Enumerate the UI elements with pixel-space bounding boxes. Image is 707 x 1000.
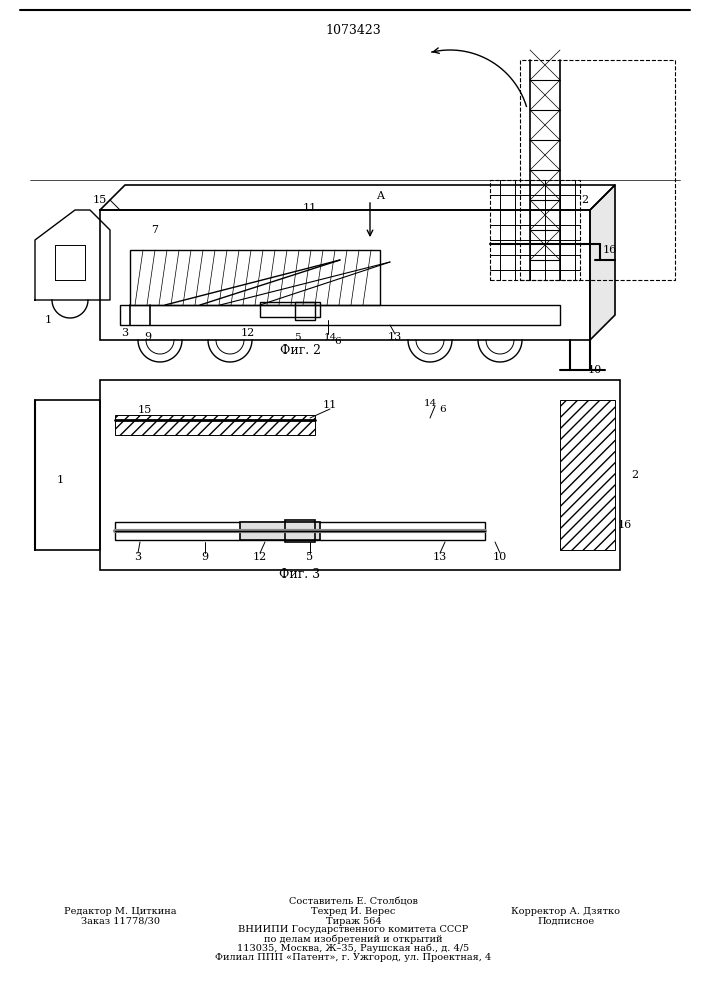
Text: 1: 1: [45, 315, 52, 325]
Bar: [115, 522, 485, 540]
Text: 10: 10: [493, 552, 507, 562]
Text: 1073423: 1073423: [325, 23, 381, 36]
Text: 9: 9: [144, 332, 151, 342]
Text: по делам изобретений и открытий: по делам изобретений и открытий: [264, 934, 443, 944]
Text: 16: 16: [603, 245, 617, 255]
Text: 1: 1: [57, 475, 64, 485]
Text: 3: 3: [122, 328, 129, 338]
Text: Тираж 564: Тираж 564: [326, 916, 381, 926]
Text: 15: 15: [138, 405, 152, 415]
Text: 11: 11: [323, 400, 337, 410]
Text: Филиал ППП «Патент», г. Ужгород, ул. Проектная, 4: Филиал ППП «Патент», г. Ужгород, ул. Про…: [216, 952, 491, 962]
Polygon shape: [35, 400, 100, 550]
Text: 13: 13: [433, 552, 447, 562]
Text: Редактор М. Циткина: Редактор М. Циткина: [64, 908, 177, 916]
Text: 113035, Москва, Ж–35, Раушская наб., д. 4/5: 113035, Москва, Ж–35, Раушская наб., д. …: [238, 943, 469, 953]
Polygon shape: [590, 185, 615, 340]
Bar: [295, 302, 315, 320]
Text: Корректор А. Дзятко: Корректор А. Дзятко: [511, 908, 620, 916]
Text: 9: 9: [201, 552, 209, 562]
Text: 11: 11: [303, 203, 317, 213]
Text: Подписное: Подписное: [537, 916, 594, 926]
Bar: [490, 180, 580, 280]
Polygon shape: [35, 210, 110, 300]
Text: 16: 16: [618, 520, 632, 530]
Text: Составитель Е. Столбцов: Составитель Е. Столбцов: [289, 898, 418, 906]
Text: ВНИИПИ Государственного комитета СССР: ВНИИПИ Государственного комитета СССР: [238, 926, 469, 934]
Polygon shape: [100, 185, 615, 210]
Text: 6: 6: [440, 404, 446, 414]
Text: 13: 13: [388, 332, 402, 342]
Text: 10: 10: [588, 365, 602, 375]
Text: 6: 6: [334, 336, 341, 346]
Bar: [520, 60, 675, 280]
Text: Заказ 11778/30: Заказ 11778/30: [81, 916, 160, 926]
Text: A: A: [376, 191, 384, 201]
Bar: [100, 380, 620, 570]
Bar: [285, 520, 315, 542]
Bar: [115, 415, 315, 435]
Text: 15: 15: [93, 195, 107, 205]
Bar: [100, 210, 590, 340]
Bar: [120, 305, 560, 325]
Text: 7: 7: [151, 225, 158, 235]
Bar: [560, 400, 615, 550]
Text: 2: 2: [581, 195, 588, 205]
Text: 14: 14: [423, 398, 437, 408]
Text: 3: 3: [134, 552, 141, 562]
Text: 5: 5: [293, 332, 300, 342]
Text: 14: 14: [323, 332, 337, 342]
Text: Техред И. Верес: Техред И. Верес: [311, 908, 396, 916]
Bar: [240, 522, 320, 540]
Bar: [130, 250, 380, 305]
Text: Фиг. 3: Фиг. 3: [279, 568, 320, 582]
Text: 2: 2: [631, 470, 638, 480]
Text: Фиг. 2: Фиг. 2: [279, 344, 320, 357]
Bar: [260, 302, 320, 317]
Text: 12: 12: [253, 552, 267, 562]
Text: 5: 5: [306, 552, 314, 562]
Text: 12: 12: [241, 328, 255, 338]
